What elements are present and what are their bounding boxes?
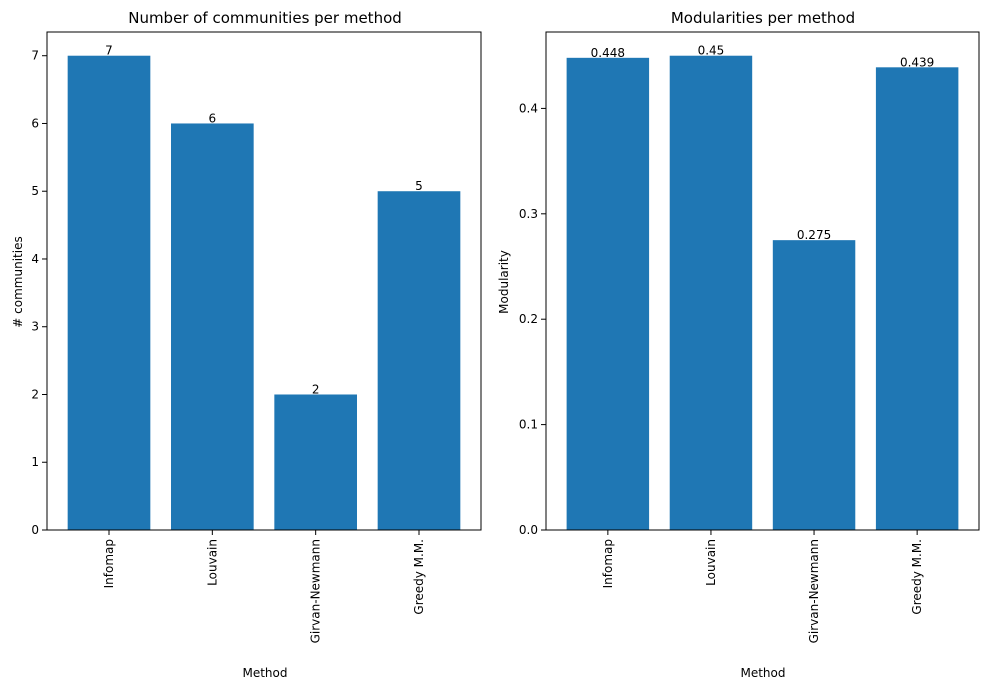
x-tick-label: Greedy M.M. [910, 539, 924, 615]
x-tick-label: Girvan-Newmann [309, 539, 323, 643]
tick-group: Infomap Louvain Girvan-Newmann Greedy M.M. 0… [519, 101, 924, 643]
bar [377, 191, 461, 530]
bar [669, 55, 753, 530]
data-label: 6 [209, 111, 217, 125]
y-tick-label: 0.1 [519, 418, 538, 432]
y-tick-label: 6 [31, 116, 39, 130]
bar [274, 394, 357, 530]
y-tick-label: 0 [31, 523, 39, 537]
data-label: 0.45 [698, 44, 725, 58]
chart-title: Modularities per method [671, 9, 855, 27]
bar-group: 7 6 2 5 [67, 44, 461, 530]
y-axis-label: Modularity [497, 250, 511, 314]
x-tick-label: Girvan-Newmann [807, 539, 821, 643]
communities-chart: Number of communities per method Method … [11, 9, 482, 680]
data-label: 0.448 [591, 46, 625, 60]
y-axis-label: # communities [11, 236, 25, 327]
bar [171, 123, 254, 530]
y-tick-label: 0.3 [519, 207, 538, 221]
x-axis-label: Method [740, 666, 785, 680]
data-label: 0.275 [797, 228, 831, 242]
x-tick-label: Louvain [205, 539, 219, 586]
bar [772, 240, 856, 530]
bar [566, 57, 650, 530]
y-tick-label: 0.0 [519, 523, 538, 537]
data-label: 0.439 [900, 55, 934, 69]
x-axis-label: Method [242, 666, 287, 680]
bar [875, 67, 959, 531]
data-label: 5 [415, 179, 423, 193]
y-tick-label: 0.4 [519, 101, 538, 115]
plot-frame [46, 31, 482, 531]
tick-group: Infomap Louvain Girvan-Newmann Greedy M.M. 0… [31, 49, 426, 644]
y-tick-label: 1 [31, 455, 39, 469]
x-tick-label: Infomap [102, 539, 116, 588]
y-tick-label: 2 [31, 387, 39, 401]
bar [67, 55, 151, 530]
data-label: 2 [312, 382, 320, 396]
plot-frame [545, 31, 980, 531]
y-tick-label: 3 [31, 320, 39, 334]
y-tick-label: 5 [31, 184, 39, 198]
data-label: 7 [105, 44, 113, 58]
y-tick-label: 7 [31, 49, 39, 63]
chart-title: Number of communities per method [128, 9, 402, 27]
x-tick-label: Infomap [601, 539, 615, 588]
x-tick-label: Louvain [704, 539, 718, 586]
y-tick-label: 4 [31, 252, 39, 266]
modularity-chart: Modularities per method Method Modularit… [497, 9, 980, 680]
bar-group: 0.448 0.45 0.275 0.439 [566, 44, 959, 531]
x-tick-label: Greedy M.M. [412, 539, 426, 615]
y-tick-label: 0.2 [519, 312, 538, 326]
